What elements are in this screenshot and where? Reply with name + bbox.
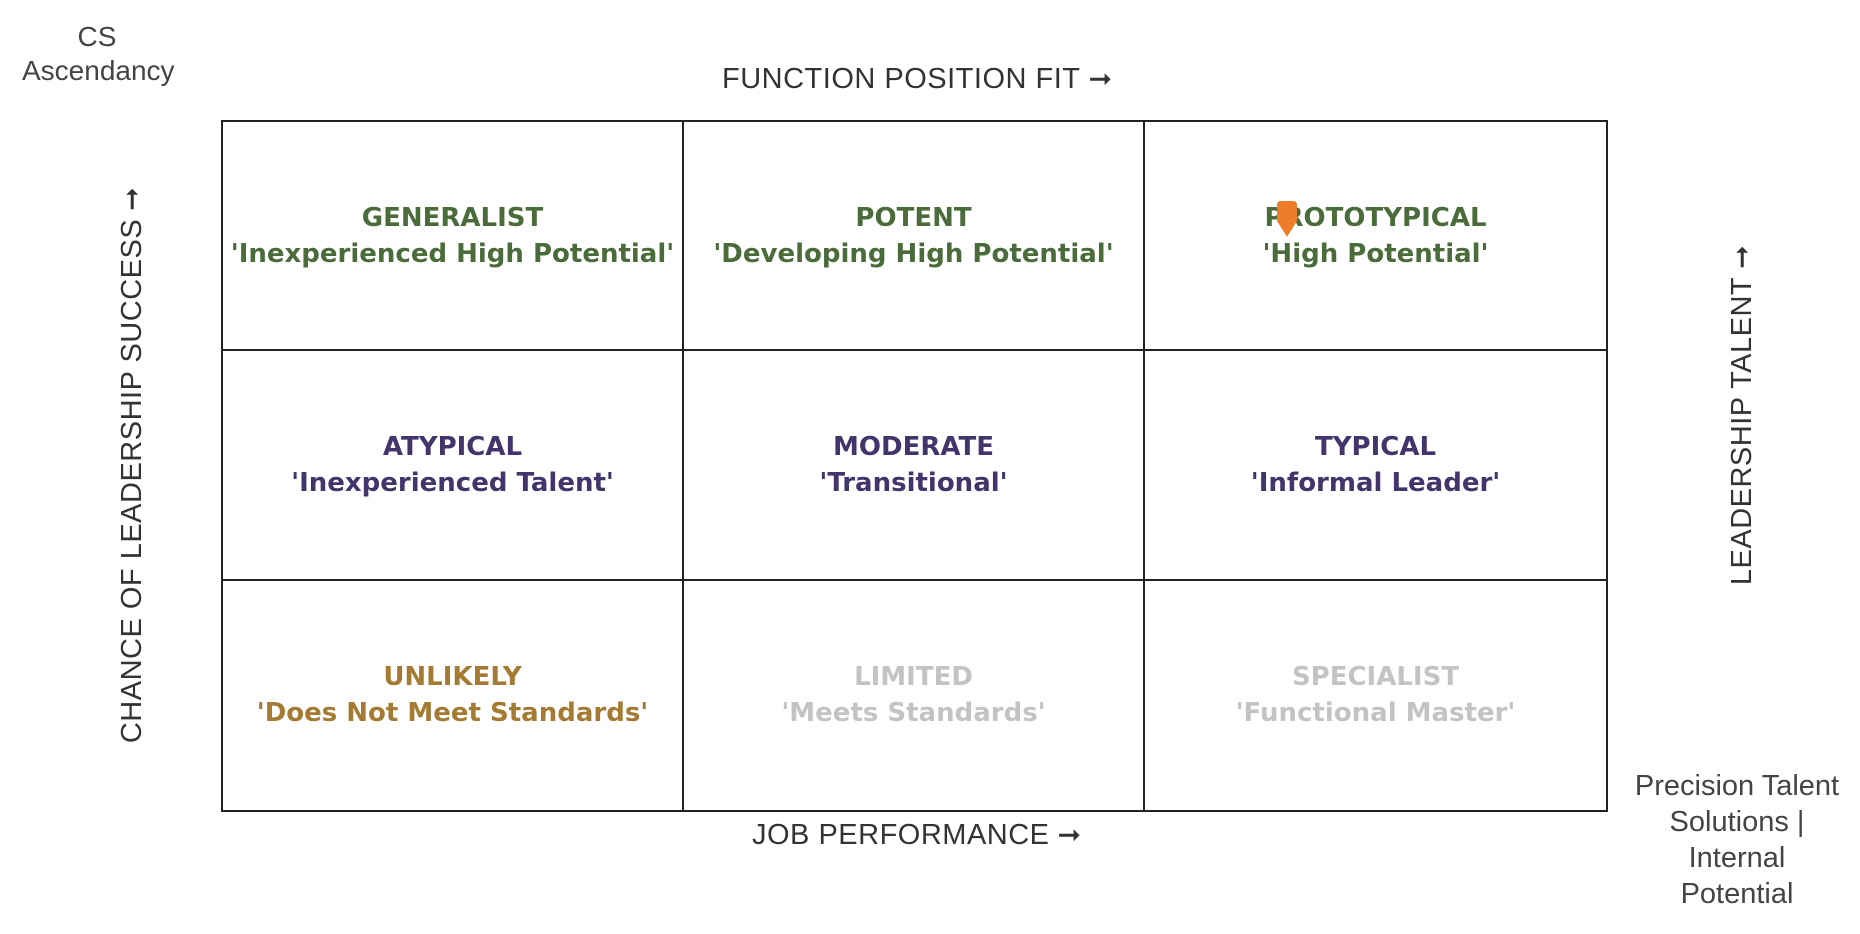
- cell-subtitle: 'Informal Leader': [1250, 468, 1501, 499]
- up-arrow-icon: ➞: [116, 186, 147, 211]
- up-arrow-icon: ➞: [1726, 244, 1757, 269]
- footer-line-1: Precision Talent: [1634, 770, 1840, 802]
- right-arrow-icon: ➞: [1088, 63, 1113, 94]
- cell-subtitle: 'Inexperienced High Potential': [230, 239, 675, 269]
- cell-title: MODERATE: [833, 432, 994, 463]
- cell-title: PROTOTYPICAL: [1264, 203, 1487, 233]
- cell-typical: TYPICAL 'Informal Leader': [1145, 351, 1606, 581]
- bottom-axis-text: JOB PERFORMANCE: [752, 819, 1050, 851]
- cell-potent: POTENT 'Developing High Potential': [684, 122, 1145, 352]
- cell-limited: LIMITED 'Meets Standards': [684, 580, 1145, 810]
- location-pin-icon[interactable]: [1275, 201, 1299, 241]
- cell-title: ATYPICAL: [382, 432, 523, 463]
- right-axis-label: LEADERSHIP TALENT ➞: [1725, 245, 1759, 585]
- cell-title: UNLIKELY: [383, 661, 522, 692]
- cell-unlikely: UNLIKELY 'Does Not Meet Standards': [223, 580, 684, 810]
- cell-subtitle: 'Developing High Potential': [713, 239, 1114, 269]
- marker-shape: [1277, 201, 1297, 237]
- cell-subtitle: 'High Potential': [1262, 239, 1489, 269]
- cell-subtitle: 'Meets Standards': [781, 697, 1046, 728]
- cell-title: GENERALIST: [361, 203, 544, 233]
- cell-title: SPECIALIST: [1291, 661, 1460, 692]
- corner-title-line-2: Ascendancy: [22, 55, 175, 86]
- talent-matrix-grid: GENERALIST 'Inexperienced High Potential…: [221, 120, 1608, 812]
- cell-subtitle: 'Inexperienced Talent': [291, 468, 614, 499]
- footer-line-3: Internal: [1688, 842, 1786, 874]
- top-axis-text: FUNCTION POSITION FIT: [722, 63, 1081, 95]
- cell-subtitle: 'Transitional': [819, 468, 1008, 499]
- footer-note: Precision Talent Solutions | Internal Po…: [1620, 768, 1854, 912]
- right-axis-text: LEADERSHIP TALENT: [1726, 276, 1758, 586]
- footer-line-2: Solutions |: [1669, 806, 1805, 838]
- right-arrow-icon: ➞: [1057, 819, 1082, 850]
- cell-subtitle: 'Does Not Meet Standards': [256, 697, 649, 728]
- cell-title: TYPICAL: [1314, 432, 1437, 463]
- bottom-axis-label: JOB PERFORMANCE ➞: [752, 818, 1082, 852]
- cell-moderate: MODERATE 'Transitional': [684, 351, 1145, 581]
- corner-title: CS Ascendancy: [22, 20, 175, 88]
- cell-atypical: ATYPICAL 'Inexperienced Talent': [223, 351, 684, 581]
- footer-line-4: Potential: [1680, 878, 1794, 910]
- top-axis-label: FUNCTION POSITION FIT ➞: [722, 62, 1112, 96]
- cell-generalist: GENERALIST 'Inexperienced High Potential…: [223, 122, 684, 352]
- cell-title: LIMITED: [854, 661, 973, 692]
- cell-specialist: SPECIALIST 'Functional Master': [1145, 581, 1606, 810]
- cell-title: POTENT: [855, 203, 972, 233]
- left-axis-label: CHANCE OF LEADERSHIP SUCCESS ➞: [115, 187, 149, 743]
- corner-title-line-1: CS: [77, 21, 117, 52]
- cell-prototypical: PROTOTYPICAL 'High Potential': [1145, 122, 1606, 352]
- cell-subtitle: 'Functional Master': [1235, 697, 1516, 728]
- left-axis-text: CHANCE OF LEADERSHIP SUCCESS: [116, 218, 148, 744]
